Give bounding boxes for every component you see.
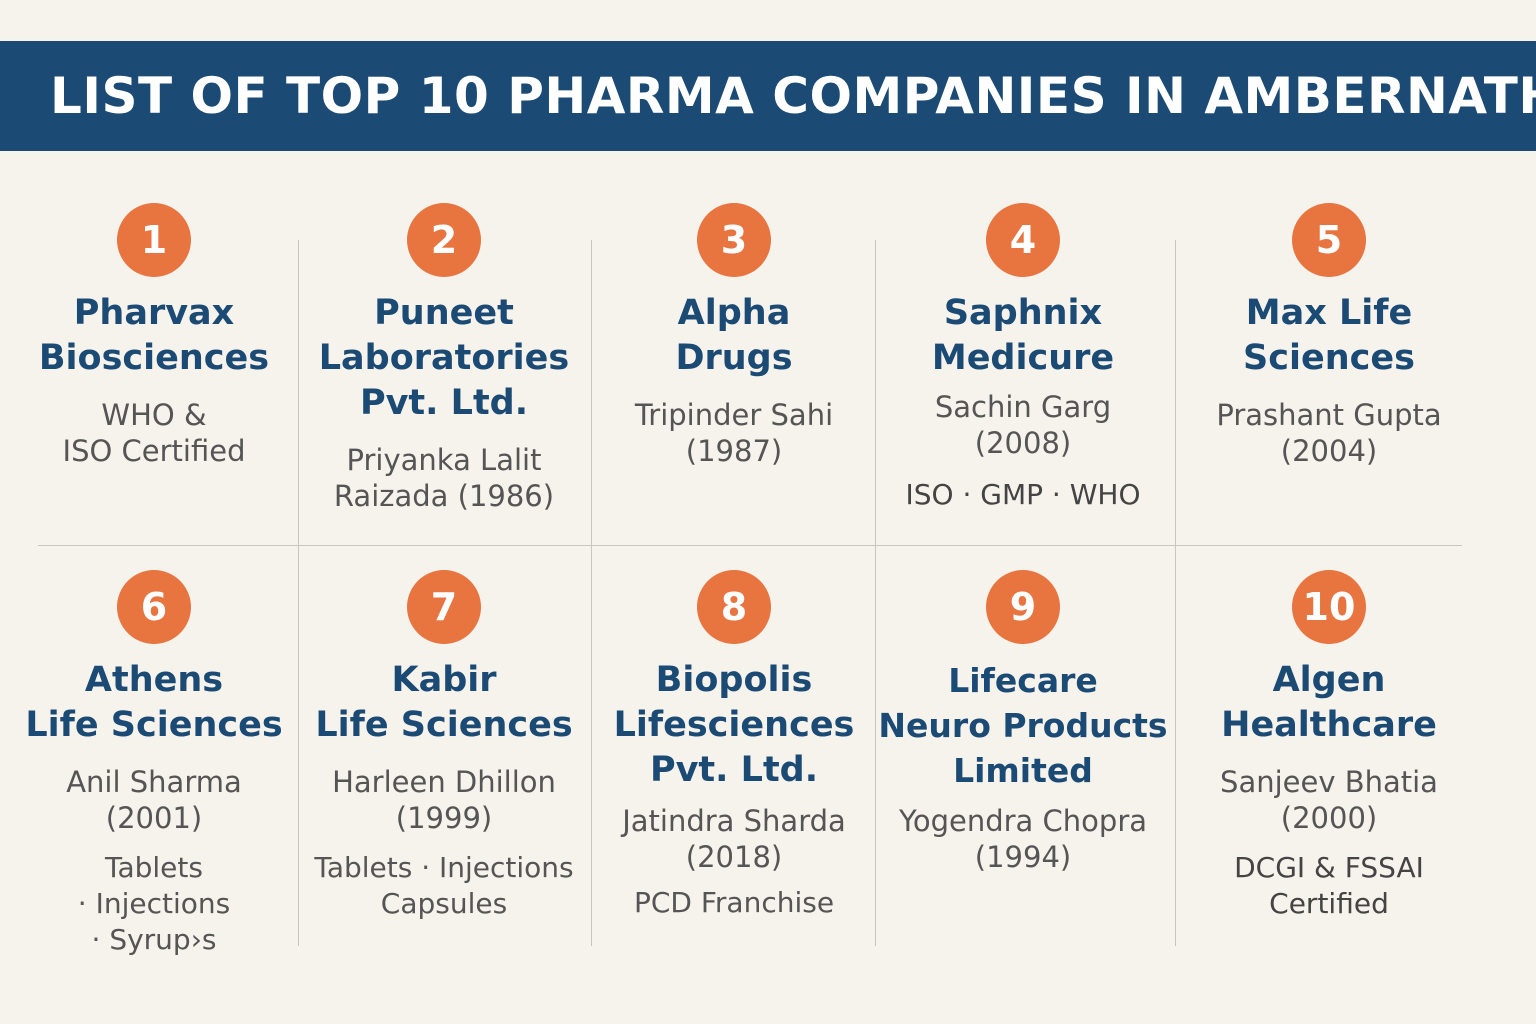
company-card-2: 2 Puneet Laboratories Pvt. Ltd. Priyanka… [294,203,594,514]
company-name: Kabir Life Sciences [315,660,573,745]
company-name: Algen Healthcare [1221,660,1437,745]
page-title: LIST OF TOP 10 PHARMA COMPANIES IN AMBER… [0,41,1536,151]
rank-badge: 2 [407,203,481,277]
company-card-9: 9 Lifecare Neuro Products Limited Yogend… [873,570,1173,875]
company-founder: Yogendra Chopra (1994) [898,804,1148,874]
column-divider [875,240,876,946]
rank-badge: 9 [986,570,1060,644]
company-founder: WHO & ISO Certified [62,398,246,468]
company-name: Saphnix Medicure [931,293,1115,378]
rank-badge: 3 [697,203,771,277]
rank-badge: 8 [697,570,771,644]
company-certifications: DCGI & FSSAI Certified [1234,851,1424,920]
rank-badge: 7 [407,570,481,644]
company-name: Athens Life Sciences [25,660,283,745]
company-founder: Jatindra Sharda (2018) [622,804,846,874]
company-card-4: 4 Saphnix Medicure Sachin Garg (2008) IS… [873,203,1173,513]
row-divider [38,545,1462,546]
rank-badge: 4 [986,203,1060,277]
company-founder: Harleen Dhillon (1999) [332,765,556,835]
company-card-5: 5 Max Life Sciences Prashant Gupta (2004… [1179,203,1479,469]
rank-badge: 10 [1292,570,1366,644]
company-founder: Sanjeev Bhatia (2000) [1220,765,1438,835]
company-card-6: 6 Athens Life Sciences Anil Sharma (2001… [4,570,304,958]
company-name: Biopolis Lifesciences Pvt. Ltd. [613,660,855,790]
company-name: Lifecare Neuro Products Limited [878,661,1168,790]
company-name: Alpha Drugs [675,293,793,378]
company-business-model: PCD Franchise [633,886,835,919]
company-certifications: ISO · GMP · WHO [905,478,1141,511]
company-products: Tablets · Injections Capsules [314,851,574,920]
column-divider [298,240,299,946]
rank-badge: 6 [117,570,191,644]
rank-badge: 1 [117,203,191,277]
company-founder: Prashant Gupta (2004) [1216,398,1442,468]
company-founder: Priyanka Lalit Raizada (1986) [333,443,555,513]
company-products: Tablets · Injections · Syrup›s [77,851,231,956]
company-name: Max Life Sciences [1243,293,1415,378]
column-divider [591,240,592,946]
company-name: Puneet Laboratories Pvt. Ltd. [318,293,570,423]
company-founder: Anil Sharma (2001) [66,765,242,835]
company-card-7: 7 Kabir Life Sciences Harleen Dhillon (1… [294,570,594,922]
column-divider [1175,240,1176,946]
company-card-3: 3 Alpha Drugs Tripinder Sahi (1987) [584,203,884,469]
company-name: Pharvax Biosciences [38,293,270,378]
company-founder: Sachin Garg (2008) [934,390,1112,460]
rank-badge: 5 [1292,203,1366,277]
company-founder: Tripinder Sahi (1987) [634,398,834,468]
company-card-10: 10 Algen Healthcare Sanjeev Bhatia (2000… [1179,570,1479,922]
company-card-8: 8 Biopolis Lifesciences Pvt. Ltd. Jatind… [584,570,884,921]
company-card-1: 1 Pharvax Biosciences WHO & ISO Certifie… [4,203,304,469]
